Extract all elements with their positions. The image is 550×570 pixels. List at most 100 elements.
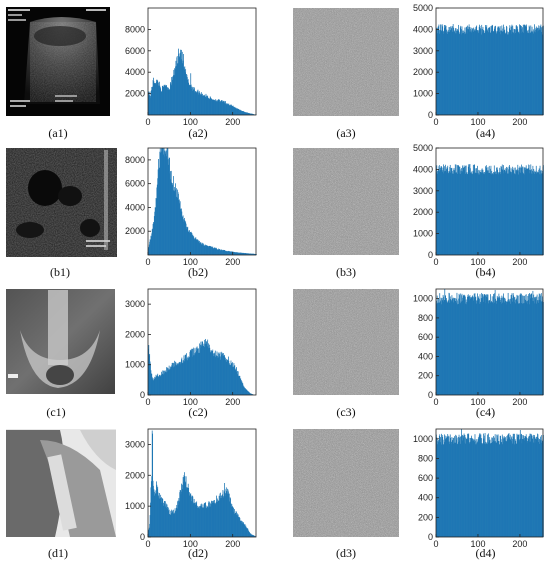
histogram-bin bbox=[150, 502, 151, 537]
histogram-bin bbox=[466, 438, 468, 537]
y-tick-label: 0 bbox=[428, 390, 433, 400]
histogram-bin bbox=[155, 207, 156, 255]
histogram-bin bbox=[479, 303, 480, 395]
histogram-bin bbox=[152, 223, 154, 255]
y-tick-label: 1000 bbox=[413, 89, 433, 99]
histogram-bin bbox=[232, 105, 234, 115]
histogram-bin bbox=[456, 435, 457, 537]
histogram-bin bbox=[491, 296, 493, 395]
histogram-bin bbox=[164, 84, 166, 115]
histogram-bin bbox=[212, 356, 214, 395]
histogram-bin bbox=[532, 165, 534, 255]
histogram-bin bbox=[466, 438, 467, 537]
histogram-bin bbox=[224, 489, 226, 537]
histogram-bin bbox=[449, 164, 451, 255]
histogram-bin bbox=[513, 170, 514, 255]
histogram-bin bbox=[534, 24, 535, 116]
histogram-bin bbox=[202, 242, 203, 255]
histogram-bin bbox=[468, 164, 470, 255]
histogram-bin bbox=[454, 28, 456, 116]
histogram-bin bbox=[207, 348, 209, 395]
histogram-bin bbox=[219, 352, 221, 395]
histogram-bin bbox=[516, 294, 518, 395]
histogram-bin bbox=[181, 216, 183, 255]
histogram-bin bbox=[217, 101, 219, 115]
histogram-bin bbox=[508, 433, 509, 537]
histogram-bin bbox=[465, 438, 467, 537]
histogram-bin bbox=[228, 356, 229, 395]
histogram-bin bbox=[514, 174, 515, 255]
histogram-bin bbox=[206, 346, 208, 395]
histogram-bin bbox=[248, 253, 250, 255]
histogram-bin bbox=[458, 441, 460, 537]
histogram-bin bbox=[153, 81, 155, 115]
histogram-bin bbox=[170, 170, 172, 255]
histogram-bin bbox=[205, 338, 206, 395]
histogram-bin bbox=[522, 27, 523, 115]
histogram-bin bbox=[211, 500, 212, 537]
histogram-bin bbox=[242, 111, 243, 115]
histogram-bin bbox=[192, 234, 194, 255]
histogram-bin bbox=[193, 503, 195, 537]
histogram-bin bbox=[200, 504, 202, 537]
y-tick-label: 0 bbox=[428, 110, 433, 120]
histogram-bin bbox=[444, 171, 446, 255]
histogram-bin bbox=[228, 104, 229, 115]
histogram-bin bbox=[443, 164, 444, 255]
histogram-bin bbox=[233, 107, 235, 115]
histogram-bin bbox=[162, 505, 164, 537]
histogram-bin bbox=[251, 253, 253, 255]
histogram-bin bbox=[228, 251, 230, 255]
histogram-bin bbox=[246, 112, 248, 115]
histogram-bin bbox=[443, 301, 445, 395]
histogram-bin bbox=[535, 172, 537, 255]
histogram-bin bbox=[463, 30, 465, 116]
histogram-bin bbox=[251, 113, 253, 115]
histogram-bin bbox=[528, 436, 530, 537]
histogram-bin bbox=[188, 357, 190, 395]
histogram-bin bbox=[451, 29, 452, 115]
y-tick-label: 600 bbox=[418, 473, 433, 483]
histogram-bin bbox=[446, 302, 448, 395]
histogram-bin bbox=[538, 168, 540, 255]
histogram-bin bbox=[160, 375, 162, 395]
histogram-bin bbox=[456, 29, 458, 115]
histogram-bin bbox=[525, 436, 527, 537]
histogram-bin bbox=[239, 109, 241, 115]
histogram-bin bbox=[478, 435, 480, 537]
histogram-bin bbox=[533, 442, 535, 537]
histogram-bin bbox=[535, 296, 537, 395]
histogram-bin bbox=[217, 501, 219, 537]
histogram-bin bbox=[503, 24, 504, 115]
histogram-bin bbox=[496, 438, 498, 537]
histogram-bin bbox=[150, 370, 152, 395]
histogram-bin bbox=[453, 299, 455, 395]
histogram-bin bbox=[250, 253, 252, 255]
histogram-bin bbox=[210, 349, 212, 395]
caption-c4: (c4) bbox=[476, 405, 495, 419]
histogram-bin bbox=[457, 304, 459, 395]
histogram-bin bbox=[493, 436, 494, 537]
histogram-bin bbox=[255, 254, 256, 255]
histogram-bin bbox=[518, 33, 520, 115]
histogram-bin bbox=[178, 362, 180, 395]
histogram-bin bbox=[149, 241, 151, 255]
histogram-bin bbox=[438, 302, 440, 395]
histogram-bin bbox=[209, 96, 211, 115]
histogram-bin bbox=[231, 505, 233, 537]
histogram-bin bbox=[225, 250, 227, 255]
histogram-bin bbox=[167, 89, 169, 115]
histogram-bin bbox=[200, 95, 202, 115]
histogram-bin bbox=[532, 32, 534, 115]
histogram-bin bbox=[467, 25, 468, 116]
histogram-bin bbox=[162, 374, 164, 395]
histogram-bin bbox=[159, 498, 161, 537]
histogram-bin bbox=[233, 509, 235, 537]
histogram-bin bbox=[154, 83, 156, 115]
histogram-bin bbox=[522, 172, 523, 255]
histogram-bin bbox=[210, 246, 212, 255]
histogram-bin bbox=[197, 89, 199, 115]
histogram-bin bbox=[193, 355, 195, 395]
histogram-bin bbox=[470, 27, 472, 115]
caption-d2: (d2) bbox=[188, 546, 208, 560]
